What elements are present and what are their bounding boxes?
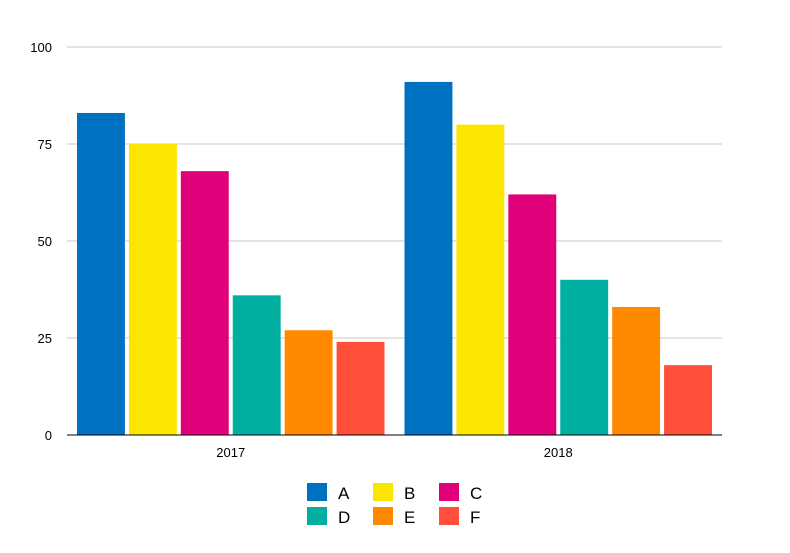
legend-label-D: D <box>338 508 350 527</box>
bar-E-2018 <box>612 306 661 435</box>
bar-B-2017 <box>128 144 177 435</box>
x-tick-label: 2017 <box>216 445 245 460</box>
legend-swatch-E <box>373 507 393 525</box>
legend-swatch-C <box>439 483 459 501</box>
legend-label-F: F <box>470 508 480 527</box>
bars <box>77 81 712 436</box>
y-tick-label: 50 <box>38 234 52 249</box>
y-tick-label: 75 <box>38 137 52 152</box>
bar-A-2018 <box>404 81 453 436</box>
bar-A-2017 <box>77 112 125 436</box>
legend: A B C D E F <box>307 483 482 527</box>
bar-D-2017 <box>232 295 281 435</box>
legend-label-A: A <box>338 484 350 503</box>
legend-label-B: B <box>404 484 415 503</box>
bar-C-2018 <box>508 194 557 435</box>
bar-C-2017 <box>180 171 229 435</box>
bar-F-2017 <box>336 341 385 435</box>
y-tick-label: 100 <box>30 40 52 55</box>
y-axis-ticks: 0 25 50 75 100 <box>30 40 52 443</box>
bar-D-2018 <box>560 279 609 435</box>
legend-label-C: C <box>470 484 482 503</box>
bar-F-2018 <box>664 365 712 435</box>
bar-B-2018 <box>456 124 505 435</box>
bar-E-2017 <box>284 330 333 435</box>
legend-swatch-B <box>373 483 393 501</box>
legend-swatch-F <box>439 507 459 525</box>
x-tick-label: 2018 <box>544 445 573 460</box>
x-axis-ticks: 2017 2018 <box>216 445 572 460</box>
legend-swatch-A <box>307 483 327 501</box>
legend-swatch-D <box>307 507 327 525</box>
y-tick-label: 25 <box>38 331 52 346</box>
legend-label-E: E <box>404 508 415 527</box>
y-tick-label: 0 <box>45 428 52 443</box>
